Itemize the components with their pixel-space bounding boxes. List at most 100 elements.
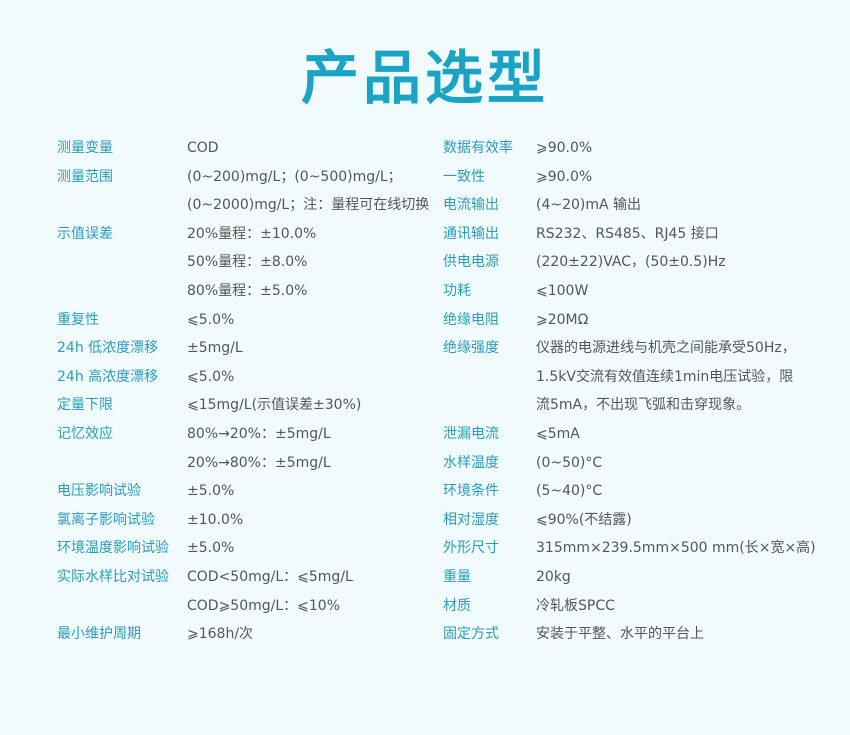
spec-label — [443, 363, 536, 392]
spec-value: 仪器的电源进线与机壳之间能承受50Hz， — [536, 340, 796, 357]
spec-label: 通讯输出 — [443, 225, 499, 242]
spec-value: ⩾168h/次 — [187, 626, 254, 643]
spec-value: 安装于平整、水平的平台上 — [536, 626, 704, 643]
spec-value: RS232、RS485、RJ45 接口 — [536, 225, 719, 242]
spec-label: 最小维护周期 — [57, 626, 141, 643]
spec-value: ⩽90%(不结露) — [536, 511, 632, 528]
spec-row: 氯离子影响试验 ±10.0% — [57, 506, 429, 535]
spec-row: 通讯输出 RS232、RS485、RJ45 接口 — [443, 220, 816, 249]
spec-label — [57, 277, 187, 306]
spec-row: COD⩾50mg/L：⩽10% — [57, 592, 429, 621]
spec-value: ⩽100W — [536, 282, 589, 299]
spec-value: (0~2000)mg/L；注：量程可在线切换 — [187, 197, 430, 214]
spec-row: 50%量程：±8.0% — [57, 248, 429, 277]
spec-value: 315mm×239.5mm×500 mm(长×宽×高) — [536, 540, 816, 557]
spec-row: 实际水样比对试验 COD<50mg/L：⩽5mg/L — [57, 563, 429, 592]
spec-label: 电流输出 — [443, 197, 499, 214]
spec-value: ⩾90.0% — [536, 168, 593, 185]
spec-row: 记忆效应 80%→20%：±5mg/L — [57, 420, 429, 449]
spec-label: 一致性 — [443, 168, 485, 185]
spec-label: 氯离子影响试验 — [57, 511, 155, 528]
spec-row: 测量变量 COD — [57, 134, 429, 163]
spec-label: 环境温度影响试验 — [57, 540, 169, 557]
spec-label — [57, 449, 187, 478]
spec-value: ⩾20MΩ — [536, 311, 589, 328]
spec-row: 电流输出 (4~20)mA 输出 — [443, 191, 816, 220]
spec-row: 定量下限 ⩽15mg/L(示值误差±30%) — [57, 391, 429, 420]
spec-row: 测量范围 (0~200)mg/L；(0~500)mg/L； — [57, 163, 429, 192]
spec-value: 20%量程：±10.0% — [187, 225, 317, 242]
spec-value: 80%→20%：±5mg/L — [187, 425, 331, 442]
spec-label: 固定方式 — [443, 626, 499, 643]
spec-row: 最小维护周期 ⩾168h/次 — [57, 620, 429, 649]
spec-row: 材质 冷轧板SPCC — [443, 592, 816, 621]
spec-table-right: 数据有效率 ⩾90.0% 一致性 ⩾90.0% 电流输出 (4~20)mA 输出通讯输出 R… — [443, 134, 816, 649]
spec-row: 24h 低浓度漂移 ±5mg/L — [57, 334, 429, 363]
spec-label: 功耗 — [443, 282, 471, 299]
spec-value: (0~50)°C — [536, 454, 603, 471]
spec-value: ±5.0% — [187, 483, 235, 500]
spec-row: 水样温度 (0~50)°C — [443, 449, 816, 478]
spec-row: (0~2000)mg/L；注：量程可在线切换 — [57, 191, 429, 220]
spec-label: 24h 低浓度漂移 — [57, 340, 159, 357]
spec-row: 流5mA，不出现飞弧和击穿现象。 — [443, 391, 816, 420]
spec-value: (220±22)VAC，(50±0.5)Hz — [536, 254, 726, 271]
spec-label: 绝缘强度 — [443, 340, 499, 357]
spec-label: 相对湿度 — [443, 511, 499, 528]
spec-table-left: 测量变量 COD 测量范围 (0~200)mg/L；(0~500)mg/L； (0~20… — [57, 134, 429, 649]
spec-row: 重复性 ⩽5.0% — [57, 306, 429, 335]
spec-label: 环境条件 — [443, 483, 499, 500]
page-title: 产品选型 — [300, 44, 549, 112]
spec-value: ±10.0% — [187, 511, 244, 528]
spec-label: 外形尺寸 — [443, 540, 499, 557]
spec-value: ⩽15mg/L(示值误差±30%) — [187, 397, 362, 414]
spec-value: (5~40)°C — [536, 483, 603, 500]
spec-value: ±5mg/L — [187, 340, 243, 357]
spec-row: 电压影响试验 ±5.0% — [57, 477, 429, 506]
spec-label: 实际水样比对试验 — [57, 568, 169, 585]
spec-label: 重复性 — [57, 311, 99, 328]
spec-label: 测量范围 — [57, 168, 113, 185]
spec-row: 泄漏电流 ⩽5mA — [443, 420, 816, 449]
spec-value: 20kg — [536, 568, 571, 585]
spec-row: 数据有效率 ⩾90.0% — [443, 134, 816, 163]
spec-value: 50%量程：±8.0% — [187, 254, 308, 271]
spec-row: 相对湿度 ⩽90%(不结露) — [443, 506, 816, 535]
spec-value: ⩾90.0% — [536, 140, 593, 156]
spec-label: 绝缘电阻 — [443, 311, 499, 328]
spec-row: 环境条件 (5~40)°C — [443, 477, 816, 506]
spec-label: 泄漏电流 — [443, 425, 499, 442]
spec-label: 水样温度 — [443, 454, 499, 471]
spec-row: 一致性 ⩾90.0% — [443, 163, 816, 192]
spec-value: (4~20)mA 输出 — [536, 197, 642, 214]
spec-label: 测量变量 — [57, 140, 113, 156]
spec-value: COD⩾50mg/L：⩽10% — [187, 597, 341, 614]
spec-label — [57, 592, 187, 621]
spec-value: 冷轧板SPCC — [536, 597, 615, 614]
spec-label — [443, 391, 536, 420]
spec-value: 20%→80%：±5mg/L — [187, 454, 331, 471]
spec-value: (0~200)mg/L；(0~500)mg/L； — [187, 168, 402, 185]
spec-row: 供电电源 (220±22)VAC，(50±0.5)Hz — [443, 248, 816, 277]
spec-label: 材质 — [443, 597, 471, 614]
spec-row: 80%量程：±5.0% — [57, 277, 429, 306]
spec-row: 固定方式 安装于平整、水平的平台上 — [443, 620, 816, 649]
spec-label: 定量下限 — [57, 397, 113, 414]
spec-row: 24h 高浓度漂移 ⩽5.0% — [57, 363, 429, 392]
spec-row: 示值误差 20%量程：±10.0% — [57, 220, 429, 249]
spec-label: 数据有效率 — [443, 140, 513, 156]
spec-value: COD<50mg/L：⩽5mg/L — [187, 568, 353, 585]
spec-value: 80%量程：±5.0% — [187, 282, 308, 299]
spec-label: 电压影响试验 — [57, 483, 141, 500]
spec-value: COD — [187, 140, 219, 156]
spec-value: ⩽5.0% — [187, 368, 235, 385]
spec-value: 1.5kV交流有效值连续1min电压试验，限 — [536, 368, 794, 385]
spec-label — [57, 248, 187, 277]
spec-row: 20%→80%：±5mg/L — [57, 449, 429, 478]
spec-label: 重量 — [443, 568, 471, 585]
spec-row: 1.5kV交流有效值连续1min电压试验，限 — [443, 363, 816, 392]
spec-row: 环境温度影响试验 ±5.0% — [57, 534, 429, 563]
spec-label — [57, 191, 187, 220]
spec-label: 供电电源 — [443, 254, 499, 271]
spec-label: 示值误差 — [57, 225, 113, 242]
